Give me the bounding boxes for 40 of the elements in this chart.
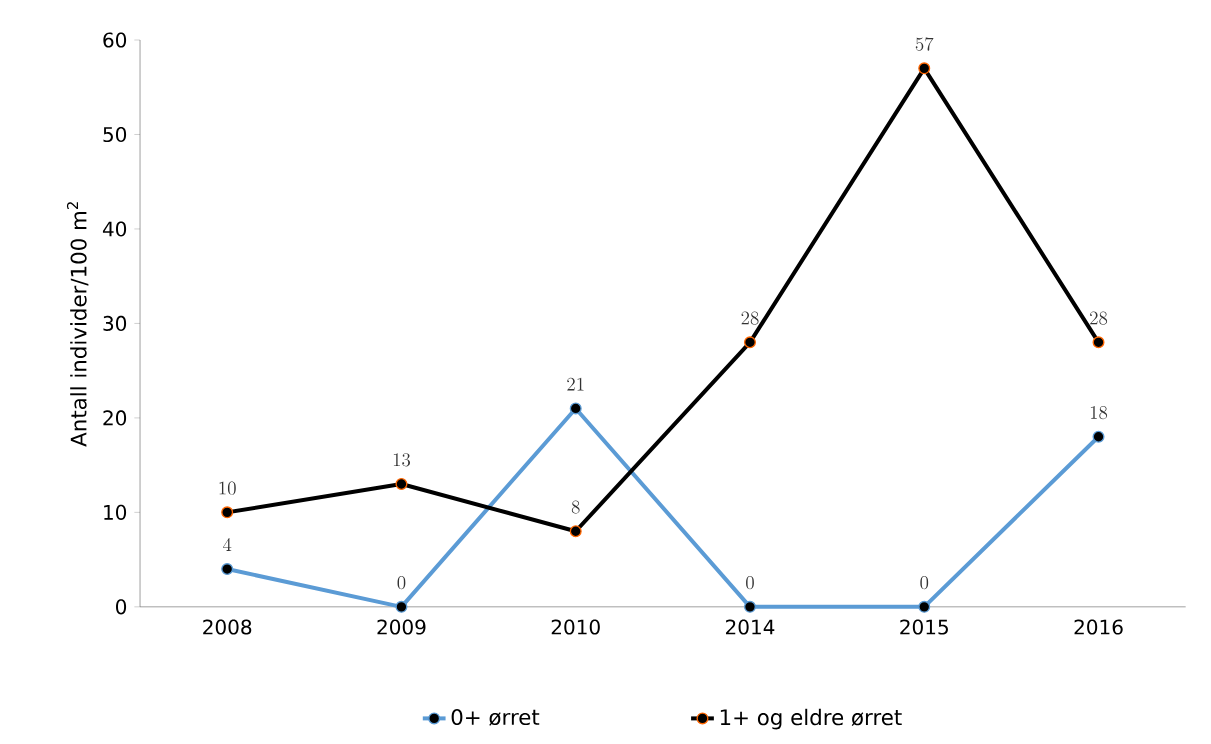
point [221,506,234,519]
y-tick-label: 20 [103,410,127,426]
data-label: 0 [397,575,406,590]
y-tick-label: 50 [103,126,127,142]
data-label: 18 [1090,405,1108,420]
y-tick-label: 10 [104,504,127,520]
point [395,600,408,613]
x-tick-label: 2010 [551,619,600,635]
point [221,562,234,575]
point [1092,430,1105,443]
point [918,600,931,613]
data-label: 4 [223,537,232,551]
point [1092,336,1105,349]
legend-label: 1+ og eldre ørret [720,708,902,730]
data-label: 21 [567,377,584,391]
x-tick-label: 2016 [1074,619,1123,635]
data-label: 57 [915,37,934,51]
point [569,402,582,415]
x-tick-label: 2015 [900,619,948,635]
data-label: 28 [1090,311,1108,325]
x-tick-label: 2008 [203,619,252,635]
point [918,62,931,75]
x-tick-label: 2014 [725,619,775,635]
point [395,477,408,490]
y-tick-label: 0 [116,599,127,615]
x-tick-label: 2009 [377,619,426,635]
data-label: 10 [219,481,236,495]
legend-label: 0+ ørret [451,708,540,726]
point [743,336,756,349]
y-tick-label: 60 [103,32,127,48]
y-axis-title: Antall individer/100 m$^{2}$ [66,202,89,447]
y-tick-label: 30 [103,315,127,331]
data-label: 28 [741,311,759,325]
data-label: 0 [920,575,929,590]
data-label: 13 [393,453,411,467]
y-tick-label: 40 [102,221,127,237]
point [569,525,582,538]
data-label: 0 [746,575,754,590]
data-label: 8 [571,500,580,514]
point [743,600,756,613]
